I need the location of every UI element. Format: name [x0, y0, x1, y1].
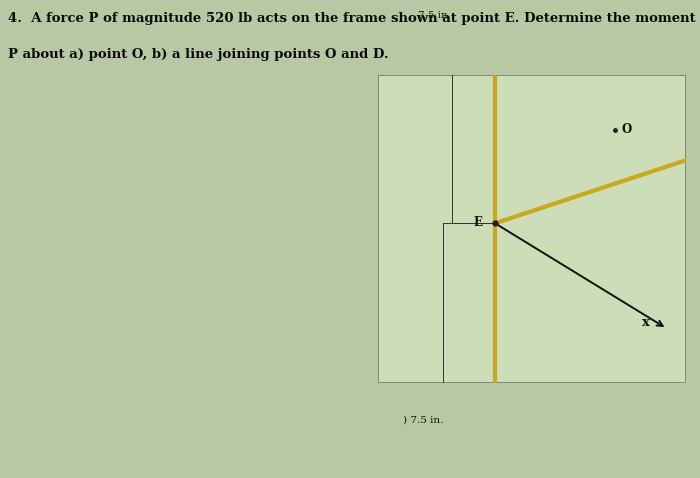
Text: x: x	[643, 315, 650, 328]
Text: O: O	[621, 123, 631, 136]
Text: P about a) point O, b) a line joining points O and D.: P about a) point O, b) a line joining po…	[8, 48, 389, 61]
Text: E: E	[473, 217, 482, 229]
Text: ) 7.5 in.: ) 7.5 in.	[402, 415, 443, 424]
Text: 7.5 in.: 7.5 in.	[418, 11, 451, 20]
Text: 4.  A force P of magnitude 520 lb acts on the frame shown at point E. Determine : 4. A force P of magnitude 520 lb acts on…	[8, 12, 700, 25]
